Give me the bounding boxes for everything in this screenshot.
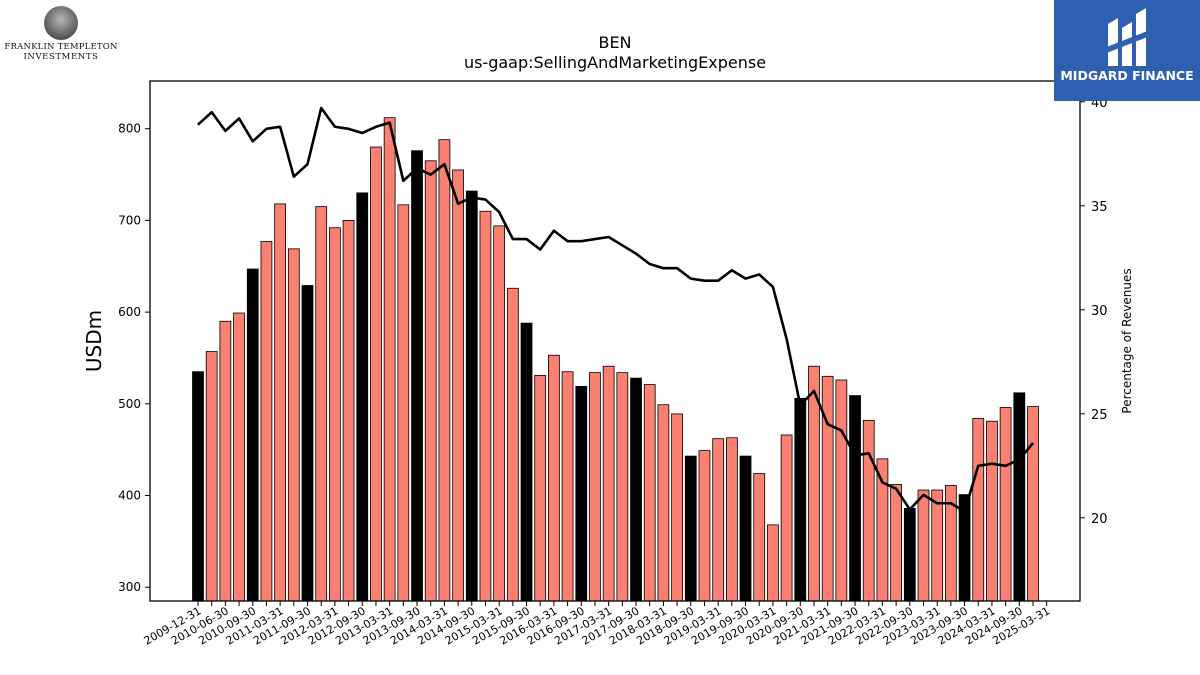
bar	[205, 351, 218, 602]
bars-group	[192, 117, 1039, 602]
bar	[849, 395, 861, 602]
bar	[465, 190, 478, 602]
bar	[835, 379, 848, 602]
bar	[274, 203, 287, 602]
bar	[589, 372, 601, 602]
bar	[260, 241, 273, 602]
bar	[479, 210, 492, 602]
bar	[643, 384, 656, 602]
bar	[534, 374, 547, 602]
bar	[548, 354, 560, 602]
left-axis: 300 400 500 600 700 800	[118, 122, 150, 594]
bar	[342, 219, 355, 602]
y-tick-label: 700	[118, 213, 141, 227]
midgard-finance-logo: MIDGARD FINANCE	[1054, 0, 1200, 101]
chart-title: BEN	[598, 33, 631, 52]
bar	[630, 377, 642, 602]
y-axis-label: USDm	[82, 310, 106, 372]
bar	[671, 413, 683, 602]
bar	[1013, 392, 1026, 602]
bar	[383, 117, 396, 602]
portrait-medallion-icon	[44, 6, 78, 40]
bar	[986, 420, 998, 602]
y2-tick-label: 25	[1091, 408, 1108, 423]
bar	[411, 150, 423, 602]
bar	[862, 419, 875, 602]
y-tick-label: 800	[118, 122, 141, 136]
bar	[753, 473, 766, 602]
chart-subtitle: us-gaap:SellingAndMarketingExpense	[464, 53, 766, 72]
plot-frame	[149, 80, 1081, 602]
logo-left-line1: FRANKLIN TEMPLETON	[4, 42, 118, 52]
bar	[890, 484, 902, 602]
bar	[301, 285, 314, 602]
bar	[561, 371, 574, 602]
bar	[287, 248, 300, 602]
bar	[999, 407, 1012, 602]
bar	[575, 385, 588, 602]
bar	[698, 450, 711, 602]
bar	[520, 322, 533, 602]
y2-tick-label: 20	[1091, 512, 1108, 527]
bar	[329, 227, 341, 602]
bar	[917, 489, 930, 602]
y-tick-label: 500	[118, 397, 141, 411]
y2-tick-label: 35	[1091, 200, 1108, 215]
line-group	[197, 106, 1035, 513]
bar	[712, 438, 725, 602]
bar	[657, 404, 670, 602]
y-tick-label: 300	[118, 580, 141, 594]
percentage-line	[197, 106, 1035, 513]
bar	[739, 455, 752, 602]
midgard-mark-icon	[1104, 8, 1150, 66]
bar	[767, 524, 779, 602]
x-axis: 2009-12-312010-06-302010-09-302011-03-31…	[142, 601, 1052, 648]
bar	[931, 489, 944, 602]
y-tick-label: 400	[118, 489, 141, 503]
bar	[219, 320, 232, 602]
bar	[794, 397, 807, 602]
bar	[370, 146, 382, 602]
bar	[356, 192, 369, 602]
logo-right-text: MIDGARD FINANCE	[1060, 68, 1194, 83]
logo-left-line2: INVESTMENTS	[23, 52, 99, 62]
bar	[684, 455, 697, 602]
bar	[192, 371, 204, 602]
bar	[821, 375, 834, 602]
bar	[725, 437, 738, 602]
franklin-templeton-logo: FRANKLIN TEMPLETON INVESTMENTS	[0, 4, 122, 64]
bar	[493, 225, 506, 602]
bar	[602, 365, 615, 602]
bar	[315, 206, 328, 602]
bar	[616, 372, 629, 602]
bar	[1027, 406, 1039, 602]
bar	[903, 507, 916, 602]
bar	[452, 169, 464, 602]
bar	[438, 139, 451, 602]
bar	[397, 204, 410, 602]
bar	[424, 160, 437, 602]
bar	[972, 418, 985, 602]
y-tick-label: 600	[118, 305, 141, 319]
bar	[780, 434, 793, 602]
bar	[246, 268, 259, 602]
bar	[506, 287, 519, 602]
y2-axis-label: Percentage of Revenues	[1120, 268, 1134, 413]
bar	[233, 312, 245, 602]
y2-tick-label: 30	[1091, 304, 1108, 319]
